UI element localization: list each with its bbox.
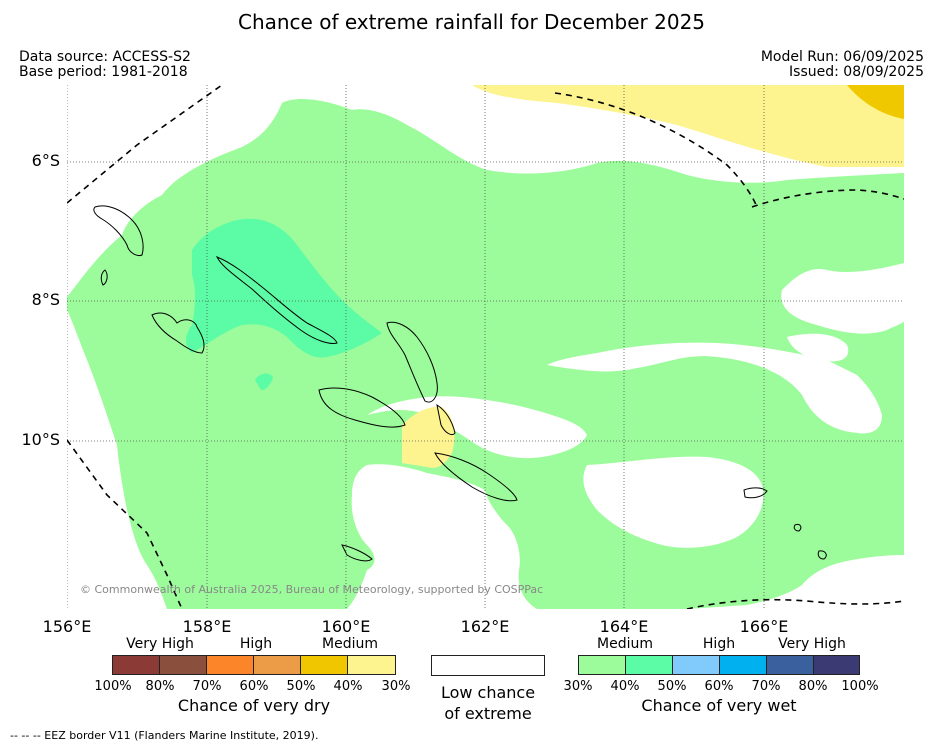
data-source: Data source: ACCESS-S2 bbox=[19, 49, 191, 65]
dry-tick-40: 40% bbox=[333, 679, 363, 694]
eez-border-nw bbox=[67, 85, 223, 204]
wet-label-high: High bbox=[702, 636, 736, 652]
dry-tick-60: 60% bbox=[239, 679, 269, 694]
low-chance-line-1: Low chance bbox=[440, 683, 536, 702]
island-rennell bbox=[341, 544, 373, 562]
model-run: Model Run: 06/09/2025 bbox=[760, 49, 924, 65]
copyright-notice: © Commonwealth of Australia 2025, Bureau… bbox=[80, 583, 544, 596]
lon-label-166e: 166°E bbox=[739, 617, 789, 636]
island-small-2 bbox=[793, 524, 802, 532]
rainfall-map bbox=[67, 85, 904, 609]
dry-swatch-60-50 bbox=[253, 655, 301, 675]
eez-footnote: -- -- -- EEZ border V11 (Flanders Marine… bbox=[10, 729, 319, 742]
dry-region-north-high bbox=[847, 85, 904, 119]
lat-label-10s: 10°S bbox=[21, 430, 60, 449]
wet-tick-60: 60% bbox=[704, 679, 734, 694]
low-chance-hole-east bbox=[547, 342, 882, 434]
coastlines bbox=[93, 205, 827, 562]
eez-border-east bbox=[751, 189, 904, 208]
dry-swatch-100-80 bbox=[112, 655, 160, 675]
dry-tick-70: 70% bbox=[192, 679, 222, 694]
gridlines bbox=[67, 85, 904, 609]
lon-label-164e: 164°E bbox=[599, 617, 649, 636]
eez-border-sw bbox=[67, 439, 183, 609]
low-chance-hole-se bbox=[583, 456, 764, 548]
low-chance-caption: Low chance of extreme bbox=[420, 682, 556, 724]
wet-colorbar bbox=[578, 655, 860, 675]
eez-border-se bbox=[686, 598, 904, 609]
lon-label-156e: 156°E bbox=[42, 617, 92, 636]
wet-caption: Chance of very wet bbox=[641, 696, 797, 715]
dry-label-very-high: Very High bbox=[126, 636, 194, 652]
island-bougainville bbox=[93, 205, 144, 256]
island-malaita bbox=[436, 403, 456, 436]
island-santa-isabel bbox=[386, 321, 438, 403]
island-small-3 bbox=[817, 550, 827, 560]
source-info: Data source: ACCESS-S2 Base period: 1981… bbox=[19, 50, 191, 80]
dry-region-central bbox=[402, 406, 455, 468]
island-guadalcanal bbox=[318, 387, 406, 428]
dry-tick-80: 80% bbox=[145, 679, 175, 694]
wet-tick-80: 80% bbox=[798, 679, 828, 694]
dry-caption: Chance of very dry bbox=[177, 696, 331, 715]
wet-swatch-60-70 bbox=[719, 655, 767, 675]
dry-swatch-80-70 bbox=[159, 655, 207, 675]
wet-region-high bbox=[185, 218, 382, 358]
wet-tick-100: 100% bbox=[841, 679, 879, 694]
dry-region-north bbox=[472, 85, 904, 167]
dry-tick-100: 100% bbox=[94, 679, 132, 694]
wet-tick-50: 50% bbox=[657, 679, 687, 694]
lon-label-158e: 158°E bbox=[182, 617, 232, 636]
low-chance-hole-east-small bbox=[787, 333, 849, 362]
low-chance-line-2: of extreme bbox=[444, 704, 532, 723]
dry-swatch-40-30 bbox=[347, 655, 396, 675]
low-chance-swatch bbox=[431, 655, 545, 676]
wet-swatch-30-40 bbox=[578, 655, 626, 675]
island-makira bbox=[434, 452, 518, 502]
map-title: Chance of extreme rainfall for December … bbox=[237, 10, 706, 34]
dry-label-high: High bbox=[239, 636, 273, 652]
wet-label-very-high: Very High bbox=[778, 636, 846, 652]
dry-tick-30: 30% bbox=[381, 679, 411, 694]
wet-swatch-50-60 bbox=[672, 655, 720, 675]
lat-label-6s: 6°S bbox=[31, 151, 60, 170]
wet-tick-70: 70% bbox=[751, 679, 781, 694]
eez-border-north bbox=[554, 92, 758, 208]
island-santa-cruz bbox=[743, 487, 768, 499]
issued-date: Issued: 08/09/2025 bbox=[789, 64, 924, 80]
dry-label-medium: Medium bbox=[322, 636, 378, 652]
island-choiseul bbox=[215, 256, 338, 344]
dry-swatch-50-40 bbox=[300, 655, 348, 675]
lon-label-160e: 160°E bbox=[321, 617, 371, 636]
wet-swatch-40-50 bbox=[625, 655, 673, 675]
island-small-1 bbox=[100, 269, 108, 286]
dry-swatch-70-60 bbox=[206, 655, 254, 675]
island-new-georgia bbox=[151, 312, 205, 354]
wet-region-high-small bbox=[255, 373, 273, 391]
wet-swatch-80-100 bbox=[813, 655, 860, 675]
dry-colorbar bbox=[112, 655, 396, 675]
lat-label-8s: 8°S bbox=[31, 290, 60, 309]
base-period: Base period: 1981-2018 bbox=[19, 64, 188, 80]
wet-swatch-70-80 bbox=[766, 655, 814, 675]
run-info: Model Run: 06/09/2025 Issued: 08/09/2025 bbox=[761, 50, 924, 80]
lon-label-162e: 162°E bbox=[460, 617, 510, 636]
eez-borders bbox=[67, 85, 904, 609]
wet-tick-40: 40% bbox=[610, 679, 640, 694]
wet-tick-30: 30% bbox=[563, 679, 593, 694]
wet-label-medium: Medium bbox=[597, 636, 653, 652]
dry-tick-50: 50% bbox=[286, 679, 316, 694]
